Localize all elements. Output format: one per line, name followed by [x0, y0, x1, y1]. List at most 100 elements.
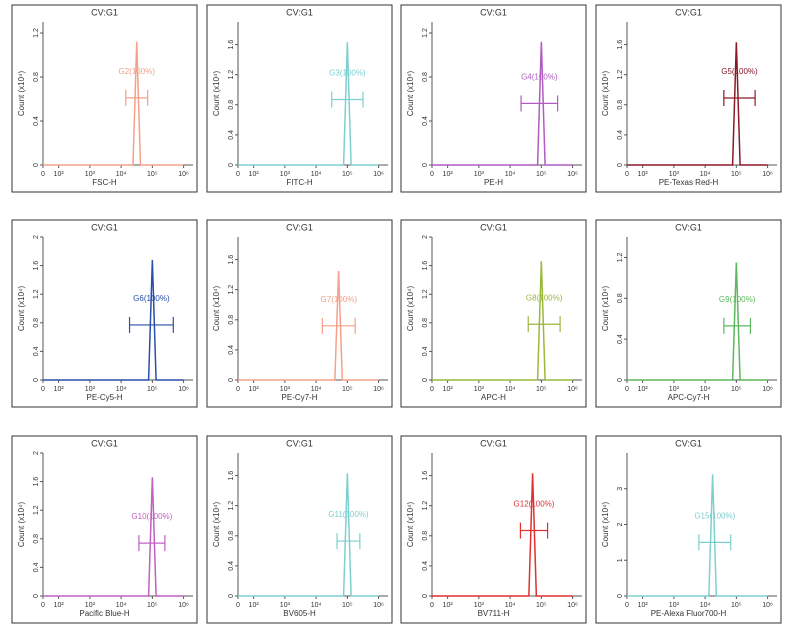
panel-title: CV:G1 — [675, 438, 702, 448]
x-axis-label: BV711-H — [478, 609, 510, 618]
x-tick-label: 10⁵ — [147, 602, 158, 609]
x-tick-label: 10⁵ — [536, 171, 547, 178]
x-tick-label: 10³ — [280, 386, 291, 393]
x-tick-label: 0 — [430, 171, 434, 178]
x-tick-label: 10³ — [474, 602, 485, 609]
histogram-line — [238, 42, 379, 166]
y-tick-label: 0 — [617, 378, 624, 382]
x-tick-label: 10⁵ — [147, 171, 158, 178]
x-tick-label: 10⁴ — [505, 386, 516, 393]
x-tick-label: 10⁴ — [505, 602, 516, 609]
y-tick-label: 2 — [33, 235, 40, 239]
x-tick-label: 10⁵ — [536, 602, 547, 609]
y-tick-label: 0.4 — [617, 334, 624, 344]
y-tick-label: 0.8 — [33, 534, 40, 544]
y-tick-label: 1.6 — [422, 471, 429, 481]
panel-title: CV:G1 — [286, 7, 313, 17]
x-tick-label: 10⁶ — [373, 602, 384, 609]
gate-label: G8(100%) — [526, 293, 563, 302]
x-tick-label: 10² — [249, 602, 260, 609]
x-tick-label: 10² — [54, 386, 65, 393]
panel-frame — [595, 219, 782, 408]
x-tick-label: 10⁴ — [116, 602, 127, 609]
histogram-line — [43, 477, 184, 597]
x-tick-label: 0 — [236, 602, 240, 609]
x-tick-label: 10² — [249, 386, 260, 393]
gate-label: G12(100%) — [514, 500, 555, 509]
y-axis-label: Count (x10⁴) — [406, 502, 415, 548]
y-tick-label: 0 — [33, 378, 40, 382]
y-tick-label: 0 — [617, 163, 624, 167]
y-tick-label: 0 — [33, 163, 40, 167]
y-tick-label: 0.4 — [228, 130, 235, 140]
x-tick-label: 10³ — [85, 171, 96, 178]
x-tick-label: 0 — [430, 602, 434, 609]
x-axis-label: PE-Texas Red-H — [659, 178, 719, 187]
panel-title: CV:G1 — [480, 438, 507, 448]
y-axis-label: Count (x10⁴) — [17, 71, 26, 117]
histogram-line — [43, 41, 184, 166]
panel-title: CV:G1 — [675, 222, 702, 232]
y-tick-label: 0.4 — [422, 346, 429, 356]
x-tick-label: 10⁴ — [700, 171, 711, 178]
x-tick-label: 10² — [443, 171, 454, 178]
x-tick-label: 10⁴ — [311, 171, 322, 178]
y-tick-label: 1.2 — [228, 501, 235, 511]
y-tick-label: 3 — [617, 487, 624, 491]
y-tick-label: 0.8 — [33, 318, 40, 328]
y-tick-label: 1.6 — [228, 40, 235, 50]
x-tick-label: 10² — [638, 602, 649, 609]
histogram-line — [627, 42, 768, 166]
x-tick-label: 10⁶ — [567, 602, 578, 609]
x-tick-label: 10⁶ — [178, 602, 189, 609]
x-axis-label: PE-Alexa Fluor700-H — [651, 609, 727, 618]
y-tick-label: 1 — [617, 558, 624, 562]
panel-frame — [400, 219, 587, 408]
x-tick-label: 0 — [625, 386, 629, 393]
y-tick-label: 0.4 — [422, 561, 429, 571]
x-tick-label: 10⁴ — [700, 386, 711, 393]
y-tick-label: 0.8 — [228, 531, 235, 541]
y-tick-label: 0.8 — [422, 318, 429, 328]
y-tick-label: 0.4 — [228, 561, 235, 571]
x-tick-label: 10⁶ — [762, 171, 773, 178]
x-tick-label: 10⁶ — [178, 386, 189, 393]
histogram-line — [432, 261, 573, 381]
y-axis-label: Count (x10⁴) — [212, 502, 221, 548]
x-axis-label: FSC-H — [92, 178, 117, 187]
gate-label: G5(100%) — [721, 67, 758, 76]
y-tick-label: 0.8 — [617, 100, 624, 110]
panel-title: CV:G1 — [286, 438, 313, 448]
y-tick-label: 0.4 — [33, 562, 40, 572]
y-tick-label: 0.4 — [33, 346, 40, 356]
x-tick-label: 10³ — [85, 602, 96, 609]
y-tick-label: 1.2 — [617, 252, 624, 262]
panel-title: CV:G1 — [91, 222, 118, 232]
y-axis-label: Count (x10⁴) — [17, 502, 26, 548]
x-axis-label: FITC-H — [286, 178, 312, 187]
panel-frame — [11, 219, 198, 408]
y-tick-label: 1.6 — [33, 261, 40, 271]
y-tick-label: 0.8 — [422, 531, 429, 541]
y-axis-label: Count (x10⁴) — [406, 286, 415, 332]
x-tick-label: 10⁵ — [342, 171, 353, 178]
x-tick-label: 10³ — [474, 386, 485, 393]
x-tick-label: 10² — [249, 171, 260, 178]
histogram-line — [43, 259, 184, 381]
y-tick-label: 0 — [228, 378, 235, 382]
x-axis-label: PE-Cy5-H — [86, 393, 122, 402]
x-tick-label: 10⁴ — [311, 602, 322, 609]
x-tick-label: 0 — [41, 171, 45, 178]
y-tick-label: 1.6 — [617, 40, 624, 50]
x-tick-label: 10³ — [669, 602, 680, 609]
x-tick-label: 10⁵ — [147, 386, 158, 393]
gate-label: G3(100%) — [329, 69, 366, 78]
x-tick-label: 0 — [41, 386, 45, 393]
y-tick-label: 0.4 — [617, 130, 624, 140]
x-tick-label: 10³ — [280, 171, 291, 178]
y-tick-label: 0.8 — [33, 72, 40, 82]
x-axis-label: BV605-H — [283, 609, 316, 618]
y-tick-label: 1.2 — [422, 28, 429, 38]
y-axis-label: Count (x10⁴) — [212, 286, 221, 332]
